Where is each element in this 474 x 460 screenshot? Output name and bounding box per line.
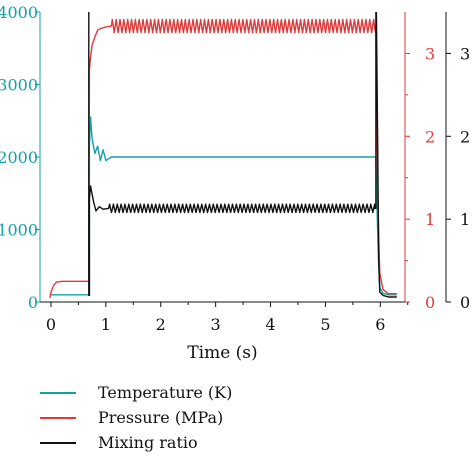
y-right-mixing-tick-label: 1: [460, 210, 470, 229]
y-right-pressure-tick-label: 2: [425, 127, 435, 146]
y-left-tick-label: 0: [28, 293, 38, 312]
y-left-tick-label: 2000: [0, 148, 38, 167]
legend-swatch-temperature: [40, 391, 76, 394]
x-tick-label: 1: [101, 315, 111, 334]
y-right-pressure-tick-label: 0: [425, 293, 435, 312]
legend-item-mixing-ratio: Mixing ratio: [40, 430, 232, 455]
y-right-pressure-tick-label: 3: [425, 44, 435, 63]
legend-swatch-pressure: [40, 416, 76, 419]
legend-label-pressure: Pressure (MPa): [98, 408, 224, 427]
y-left-tick-label: 4000: [0, 3, 38, 22]
y-left-tick-label: 3000: [0, 76, 38, 95]
x-tick-label: 5: [320, 315, 330, 334]
legend-label-temperature: Temperature (K): [98, 383, 233, 402]
x-tick-label: 4: [265, 315, 275, 334]
series-line-mixing-ratio: [88, 12, 397, 298]
legend-item-temperature: Temperature (K): [40, 380, 232, 405]
series-group: [49, 12, 397, 299]
legend-item-pressure: Pressure (MPa): [40, 405, 232, 430]
y-right-mixing-tick-label: 3: [460, 44, 470, 63]
legend-swatch-mixing-ratio: [40, 441, 76, 444]
y-left-tick-label: 1000: [0, 221, 38, 240]
x-tick-label: 6: [375, 315, 385, 334]
chart-legend: Temperature (K) Pressure (MPa) Mixing ra…: [40, 380, 232, 455]
y-right-pressure-tick-label: 1: [425, 210, 435, 229]
legend-label-mixing-ratio: Mixing ratio: [98, 433, 198, 452]
y-right-mixing-tick-label: 2: [460, 127, 470, 146]
y-right-mixing-tick-label: 0: [460, 293, 470, 312]
x-axis-label: Time (s): [187, 343, 257, 363]
x-tick-label: 2: [156, 315, 166, 334]
x-tick-label: 3: [211, 315, 221, 334]
series-line-pressure-mpa: [49, 18, 397, 299]
x-tick-label: 0: [46, 315, 56, 334]
